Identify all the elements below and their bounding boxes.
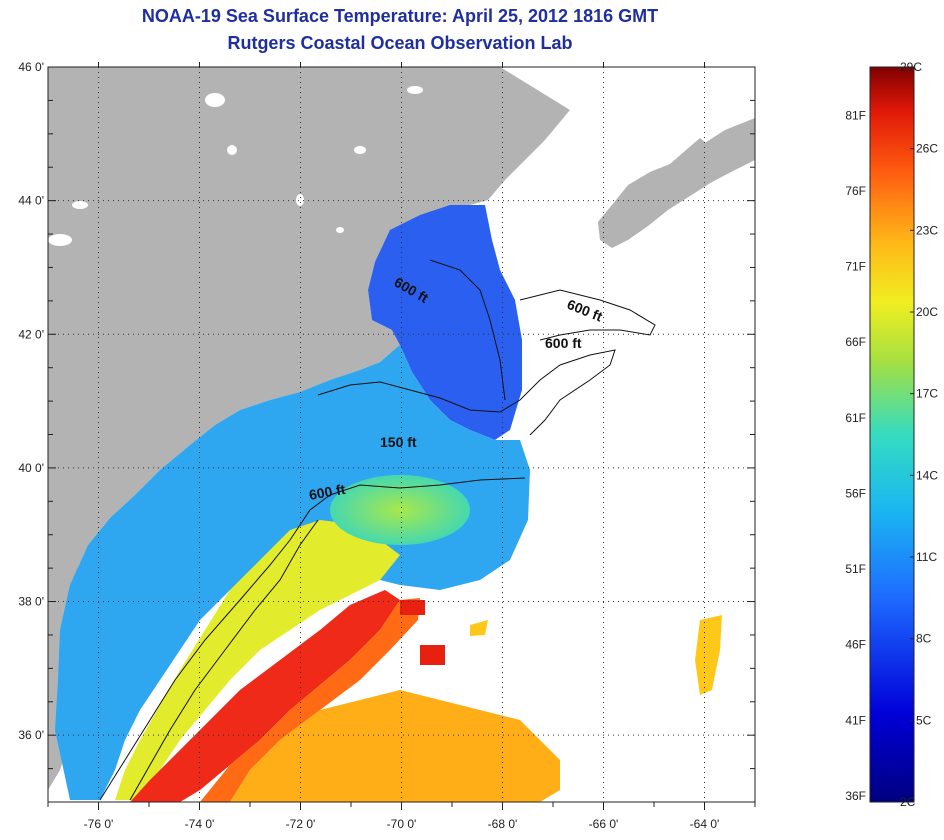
contour-label-600ft-c: 600 ft [545, 335, 582, 351]
lat-tick-label: 38 0' [18, 595, 44, 609]
colorbar-fahrenheit-label: 36F [845, 789, 866, 803]
colorbar-fahrenheit-label: 41F [845, 713, 866, 727]
lon-tick-label: -68 0' [488, 817, 518, 831]
sst-gulf-of-maine [368, 205, 522, 440]
bathymetry-contours [99, 259, 656, 801]
sst-slope-water [115, 520, 400, 800]
sst-warm-patch-d [470, 620, 488, 636]
colorbar-celsius-label: 20C [916, 305, 938, 319]
lon-tick-label: -66 0' [589, 817, 619, 831]
lon-tick-label: -72 0' [286, 817, 316, 831]
colorbar-celsius-label: 11C [916, 550, 937, 564]
colorbar-fahrenheit-label: 76F [845, 184, 866, 198]
colorbar-fahrenheit-label: 46F [845, 638, 866, 652]
temperature-colorbar [869, 66, 915, 803]
colorbar-celsius-label: 17C [916, 387, 938, 401]
sst-gulf-stream-edge [200, 598, 420, 802]
contour-label-600ft-d: 600 ft [308, 481, 347, 503]
lat-tick-label: 42 0' [18, 327, 44, 341]
sst-warm-eddy [330, 475, 470, 545]
lat-tick-label: 40 0' [18, 461, 44, 475]
lat-tick-label: 44 0' [18, 194, 44, 208]
inland-lakes [48, 86, 423, 246]
land-cape-cod [372, 320, 402, 355]
lat-tick-label: 36 0' [18, 728, 44, 742]
colorbar-celsius-label: 14C [916, 468, 938, 482]
colorbar-celsius-label: 5C [916, 713, 932, 727]
colorbar-celsius-label: 23C [916, 223, 938, 237]
colorbar-fahrenheit-label: 56F [845, 486, 866, 500]
colorbar-fahrenheit-label: 71F [845, 260, 866, 274]
lon-tick-label: -70 0' [387, 817, 417, 831]
colorbar-celsius-label: 8C [916, 632, 932, 646]
land-us-east-coast [48, 67, 755, 760]
sst-gulf-stream [130, 590, 400, 802]
lon-tick-label: -76 0' [84, 817, 114, 831]
sst-shelf-water [55, 345, 530, 800]
colorbar-labels: 29C 26C 23C 20C 17C 14C 11C 8C 5C 2C 81F 76F 71F 66F 6… [845, 60, 938, 809]
map-title: NOAA-19 Sea Surface Temperature: April 2… [141, 6, 659, 26]
map-axes: 46 0' 44 0' 42 0' 40 0' 38 0' 36 0' -76 0' -74 … [18, 60, 756, 831]
contour-label-150ft: 150 ft [380, 434, 417, 450]
colorbar-fahrenheit-label: 51F [845, 562, 866, 576]
lon-tick-label: -64 0' [690, 817, 720, 831]
sst-warm-patch-b [420, 645, 445, 665]
colorbar-fahrenheit-label: 81F [845, 108, 866, 122]
sst-warm-patch-a [400, 600, 425, 615]
lat-tick-label: 46 0' [18, 60, 44, 74]
sst-southern-warm [230, 690, 560, 802]
land-nova-scotia [598, 118, 755, 248]
map-subtitle: Rutgers Coastal Ocean Observation Lab [227, 33, 573, 53]
colorbar-fahrenheit-label: 66F [845, 335, 866, 349]
colorbar-fahrenheit-label: 61F [845, 411, 866, 425]
colorbar-celsius-label: 29C [900, 60, 922, 74]
sst-warm-patch-c [695, 615, 722, 695]
colorbar-celsius-label: 26C [916, 142, 938, 156]
colorbar-celsius-label: 2C [900, 795, 916, 809]
lon-tick-label: -74 0' [185, 817, 215, 831]
